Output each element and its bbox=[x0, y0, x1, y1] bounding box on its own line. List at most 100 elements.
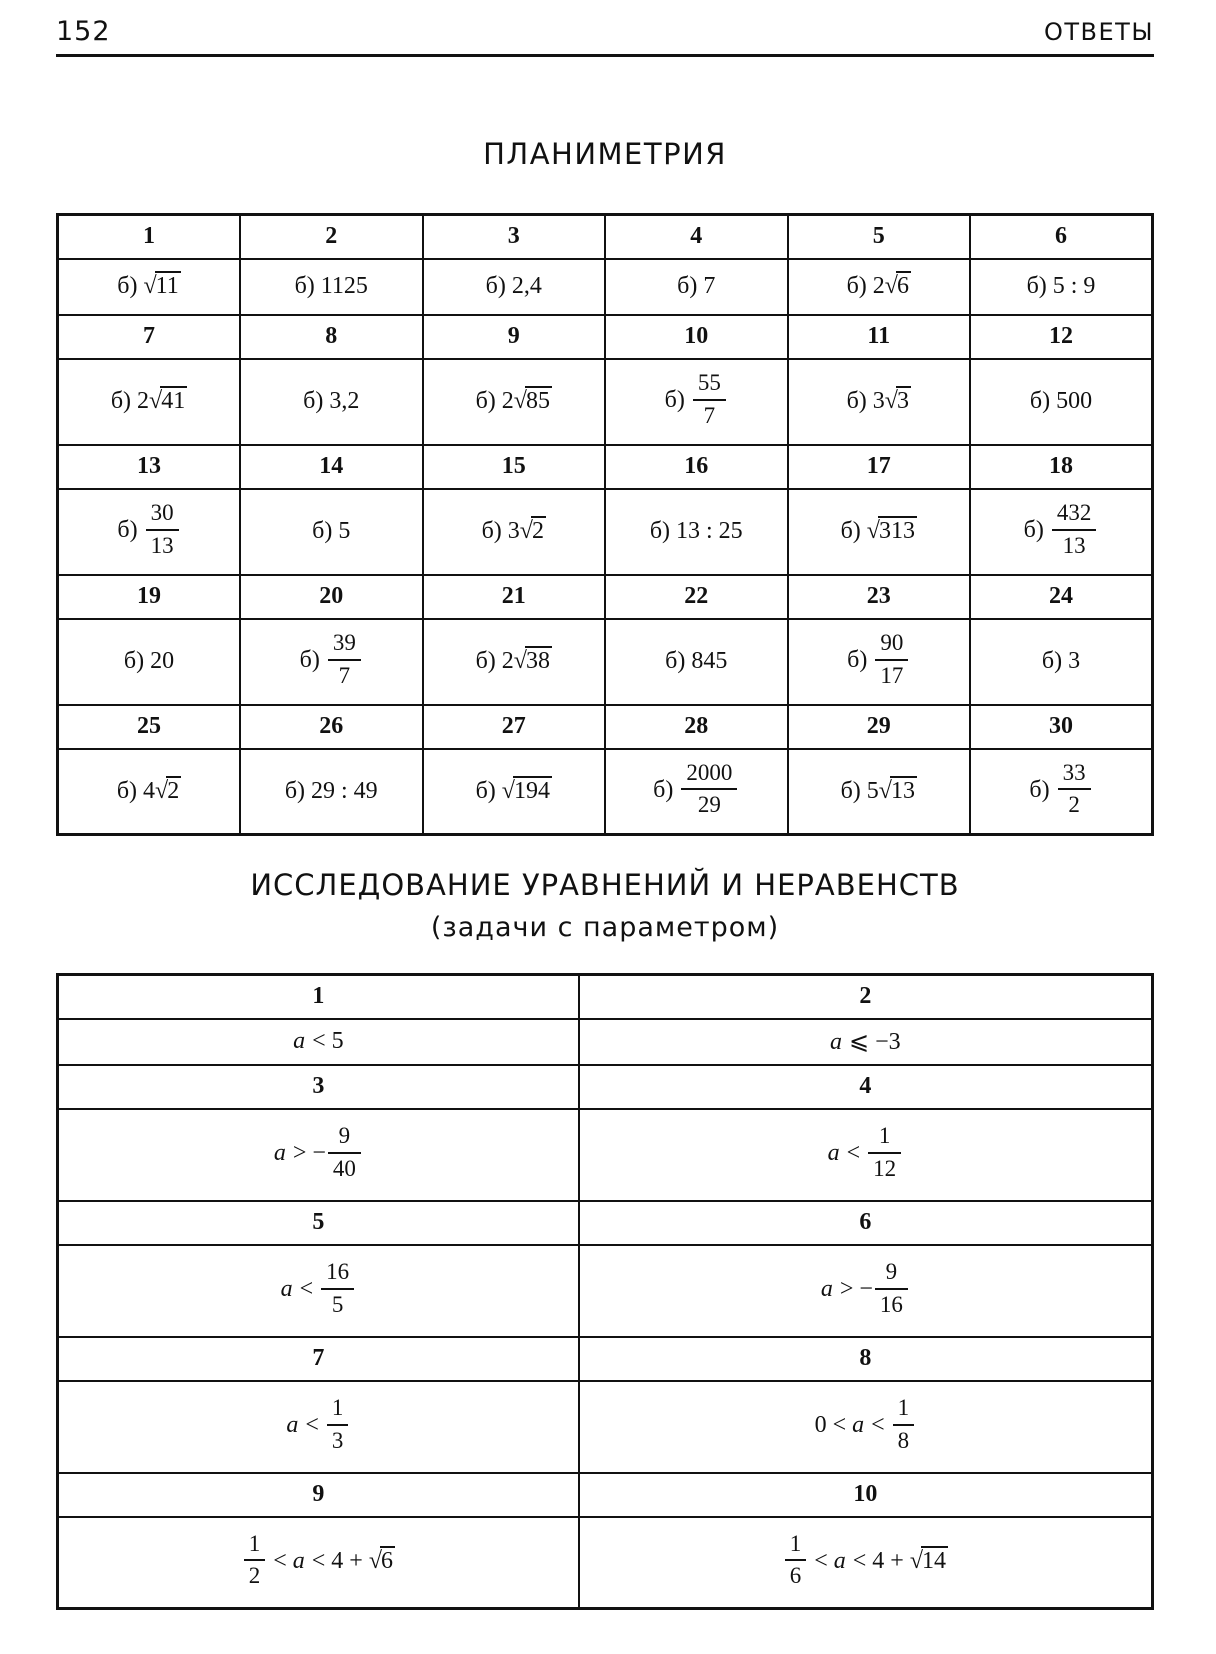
answer-cell: б) 4√2 bbox=[56, 747, 241, 836]
answer-cell: б) 55 7 bbox=[604, 357, 789, 446]
problem-number-cell: 4 bbox=[604, 213, 789, 260]
problem-number-cell: 2 bbox=[239, 213, 424, 260]
answer-cell: a > −9 40 bbox=[56, 1107, 580, 1202]
problem-number-cell: 10 bbox=[577, 1471, 1154, 1518]
problem-number-cell: 8 bbox=[577, 1335, 1154, 1382]
radical: √6 bbox=[884, 271, 911, 299]
problem-number-cell: 2 bbox=[577, 973, 1154, 1020]
problem-number-cell: 3 bbox=[421, 213, 606, 260]
table-row: 25 26 27 28 29 30 bbox=[56, 703, 1154, 750]
fraction: 33 2 bbox=[1057, 759, 1091, 820]
problem-number-cell: 20 bbox=[239, 573, 424, 620]
fraction: 432 13 bbox=[1051, 499, 1097, 560]
radical: √6 bbox=[368, 1545, 395, 1574]
answer-cell: б) 2√38 bbox=[421, 617, 606, 706]
table-row: a > −9 40 a < 1 12 bbox=[56, 1107, 1154, 1202]
table-row: 19 20 21 22 23 24 bbox=[56, 573, 1154, 620]
answer-cell: б) 5√13 bbox=[786, 747, 971, 836]
radical: √85 bbox=[513, 386, 552, 414]
problem-number-cell: 19 bbox=[56, 573, 241, 620]
answer-cell: б) 432 13 bbox=[969, 487, 1154, 576]
answer-cell: a < 1 12 bbox=[577, 1107, 1154, 1202]
fraction: 1 12 bbox=[868, 1122, 902, 1183]
problem-number-cell: 6 bbox=[577, 1199, 1154, 1246]
problem-number-cell: 9 bbox=[421, 313, 606, 360]
answer-cell: a ⩽ −3 bbox=[577, 1017, 1154, 1066]
radical: √41 bbox=[149, 386, 188, 414]
radical: √13 bbox=[878, 775, 917, 804]
answer-cell: б) 3 bbox=[969, 617, 1154, 706]
problem-number-cell: 16 bbox=[604, 443, 789, 490]
planimetry-answers-table: 1 2 3 4 5 6 б) √11 б) 1125 б) 2,4 б) 7 б) 2√6 б) 5 … bbox=[56, 213, 1154, 836]
problem-number-cell: 12 bbox=[969, 313, 1154, 360]
answer-cell: б) 3√2 bbox=[421, 487, 606, 576]
table-row: 13 14 15 16 17 18 bbox=[56, 443, 1154, 490]
page-header: 152 ОТВЕТЫ bbox=[56, 16, 1154, 47]
problem-number-cell: 11 bbox=[786, 313, 971, 360]
radical: √38 bbox=[513, 646, 552, 674]
header-rule bbox=[56, 54, 1154, 57]
radical: √11 bbox=[143, 271, 181, 299]
parameters-title: ИССЛЕДОВАНИЕ УРАВНЕНИЙ И НЕРАВЕНСТВ (зад… bbox=[56, 868, 1154, 943]
problem-number-cell: 6 bbox=[969, 213, 1154, 260]
problem-number-cell: 3 bbox=[56, 1063, 580, 1110]
answer-cell: a < 5 bbox=[56, 1017, 580, 1066]
problem-number-cell: 15 bbox=[421, 443, 606, 490]
radical: √313 bbox=[866, 516, 917, 544]
table-row: б) 20 б) 39 7 б) 2√38 б) 845 б) 90 17 б) 3 bbox=[56, 617, 1154, 706]
problem-number-cell: 27 bbox=[421, 703, 606, 750]
answer-cell: б) 2000 29 bbox=[604, 747, 789, 836]
problem-number-cell: 10 bbox=[604, 313, 789, 360]
answer-cell: б) 845 bbox=[604, 617, 789, 706]
table-row: 7 8 9 10 11 12 bbox=[56, 313, 1154, 360]
answer-cell: б) 2√41 bbox=[56, 357, 241, 446]
problem-number-cell: 18 bbox=[969, 443, 1154, 490]
problem-number-cell: 30 bbox=[969, 703, 1154, 750]
problem-number-cell: 25 bbox=[56, 703, 241, 750]
running-title: ОТВЕТЫ bbox=[1043, 18, 1154, 46]
problem-number-cell: 28 bbox=[604, 703, 789, 750]
problem-number-cell: 9 bbox=[56, 1471, 580, 1518]
answer-cell: б) 1125 bbox=[239, 257, 424, 316]
table-row: a < 16 5 a > −9 16 bbox=[56, 1243, 1154, 1338]
problem-number-cell: 5 bbox=[786, 213, 971, 260]
answer-cell: б) 2√6 bbox=[786, 257, 971, 316]
fraction: 90 17 bbox=[875, 629, 909, 690]
table-row: б) √11 б) 1125 б) 2,4 б) 7 б) 2√6 б) 5 : 9 bbox=[56, 257, 1154, 316]
parameters-title-line2: (задачи с параметром) bbox=[430, 912, 780, 943]
table-row: 9 10 bbox=[56, 1471, 1154, 1518]
problem-number-cell: 21 bbox=[421, 573, 606, 620]
problem-number-cell: 24 bbox=[969, 573, 1154, 620]
problem-number-cell: 14 bbox=[239, 443, 424, 490]
problem-number-cell: 17 bbox=[786, 443, 971, 490]
table-row: б) 2√41 б) 3,2 б) 2√85 б) 55 7 б) 3√3 б) 500 bbox=[56, 357, 1154, 446]
fraction: 30 13 bbox=[145, 499, 179, 560]
answer-cell: б) 90 17 bbox=[786, 617, 971, 706]
problem-number-cell: 7 bbox=[56, 1335, 580, 1382]
problem-number-cell: 23 bbox=[786, 573, 971, 620]
answer-cell: a < 16 5 bbox=[56, 1243, 580, 1338]
answer-cell: б) 2,4 bbox=[421, 257, 606, 316]
planimetry-title: ПЛАНИМЕТРИЯ bbox=[483, 137, 727, 171]
fraction: 16 5 bbox=[321, 1258, 355, 1319]
radical: √194 bbox=[501, 775, 552, 804]
answer-cell: б) 13 : 25 bbox=[604, 487, 789, 576]
answer-cell: б) 500 bbox=[969, 357, 1154, 446]
problem-number-cell: 22 bbox=[604, 573, 789, 620]
answer-cell: б) 5 : 9 bbox=[969, 257, 1154, 316]
problem-number-cell: 4 bbox=[577, 1063, 1154, 1110]
answer-cell: a > −9 16 bbox=[577, 1243, 1154, 1338]
radical: √2 bbox=[519, 516, 546, 544]
